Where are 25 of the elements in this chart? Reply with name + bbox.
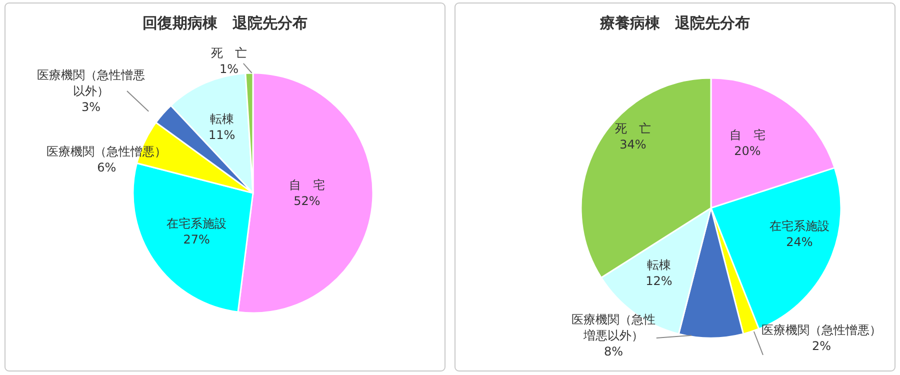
slice-label: 医療機関（急性増悪以外） bbox=[572, 312, 656, 342]
slice-label: 死 亡 bbox=[615, 122, 651, 136]
data-label: 11% bbox=[208, 128, 236, 142]
slice-label: 在宅系施設 bbox=[166, 216, 227, 230]
data-label: 6% bbox=[97, 160, 116, 174]
slice-label: 在宅系施設 bbox=[769, 219, 830, 233]
slice-label: 医療機関（急性憎悪） bbox=[762, 323, 882, 337]
slice-label: 転棟 bbox=[647, 258, 671, 272]
data-label: 12% bbox=[646, 274, 672, 288]
data-label: 2% bbox=[812, 339, 832, 353]
data-label: 20% bbox=[734, 144, 761, 158]
data-label: 1% bbox=[219, 62, 239, 76]
data-label: 27% bbox=[183, 232, 210, 246]
chart-title: 療養病棟 退院先分布 bbox=[599, 14, 750, 32]
data-label: 34% bbox=[620, 138, 646, 152]
data-label: 24% bbox=[786, 235, 813, 249]
slice-label: 転棟 bbox=[210, 112, 234, 126]
chart-title: 回復期病棟 退院先分布 bbox=[142, 14, 308, 32]
slice-label: 自 宅 bbox=[729, 128, 766, 142]
slice-label: 死 亡 bbox=[211, 46, 247, 60]
data-label: 8% bbox=[604, 344, 624, 358]
data-label: 52% bbox=[294, 194, 320, 208]
data-label: 3% bbox=[81, 100, 101, 114]
slice-label: 自 宅 bbox=[289, 178, 325, 192]
slice-label: 医療機関（急性憎悪以外） bbox=[37, 68, 145, 98]
